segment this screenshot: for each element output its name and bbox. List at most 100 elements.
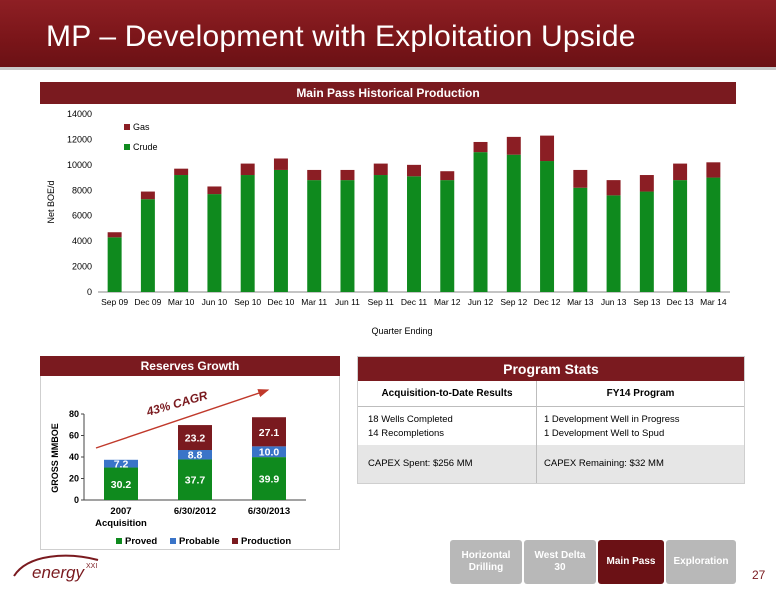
reserves-data-label: 7.2 [114, 459, 129, 471]
reserves-data-label: 30.2 [111, 479, 132, 491]
logo-superscript: XXI [86, 563, 97, 570]
y-tick-label: 6000 [72, 211, 92, 221]
bar-gas [340, 169, 355, 181]
nav-exploration-label: Exploration [673, 556, 729, 567]
y-tick-label: 14000 [67, 109, 92, 119]
y-tick-label: 12000 [67, 134, 92, 144]
reserves-bar-production [252, 417, 286, 447]
bar-crude [240, 175, 255, 292]
y-tick-label: 0 [87, 287, 92, 297]
reserves-y-tick-label: 40 [69, 452, 79, 462]
y-axis-label: Net BOE/d [46, 180, 56, 223]
legend-label-crude: Crude [133, 142, 158, 152]
x-tick-label: Dec 12 [534, 297, 561, 307]
x-tick-label: Dec 10 [267, 297, 294, 307]
bar-gas [440, 171, 455, 181]
y-tick-label: 4000 [72, 236, 92, 246]
reserves-legend-swatch-proved [116, 538, 122, 544]
dev-well-spud: 1 Development Well to Spud [544, 428, 665, 439]
x-tick-label: Mar 13 [567, 297, 594, 307]
reserves-x-tick-label: 6/30/2013 [248, 506, 290, 517]
reserves-legend-swatch-probable [170, 538, 176, 544]
wells-completed: 18 Wells Completed [368, 414, 453, 425]
x-tick-label: Sep 10 [234, 297, 261, 307]
bar-gas [573, 169, 588, 188]
nav-mainpass-label: Main Pass [606, 556, 656, 567]
reserves-y-tick-label: 80 [69, 409, 79, 419]
col-header-fy14: FY14 Program [537, 381, 744, 407]
stats-cell-wells: 18 Wells Completed 14 Recompletions [368, 413, 453, 441]
reserves-bar-proved [252, 457, 286, 500]
reserves-legend-label-probable: Probable [179, 536, 220, 547]
bar-gas [140, 191, 155, 200]
y-tick-label: 2000 [72, 262, 92, 272]
nav-westdelta-label-1: West Delta [534, 550, 586, 561]
y-tick-label: 10000 [67, 160, 92, 170]
page-number: 27 [752, 568, 766, 582]
bar-crude [340, 180, 355, 292]
bar-crude [606, 195, 621, 292]
slide-title: MP – Development with Exploitation Upsid… [46, 20, 636, 53]
x-tick-label: Sep 13 [633, 297, 660, 307]
bar-crude [540, 161, 555, 292]
x-axis-label: Quarter Ending [371, 326, 432, 336]
production-chart: Net BOE/d Quarter Ending 0 2000 4000 6000 80… [46, 109, 730, 336]
bar-gas [174, 168, 189, 176]
bar-gas [639, 175, 654, 192]
x-tick-label: Mar 14 [700, 297, 727, 307]
reserves-legend-swatch-production [232, 538, 238, 544]
bar-gas [207, 186, 222, 195]
capex-spent: CAPEX Spent: $256 MM [368, 458, 473, 469]
nav-horizontal-drilling-button[interactable]: Horizontal Drilling [450, 540, 522, 584]
bar-crude [639, 191, 654, 292]
y-tick-label: 8000 [72, 185, 92, 195]
bar-crude [307, 180, 322, 292]
nav-exploration-button[interactable]: Exploration [666, 540, 736, 584]
reserves-data-label: 39.9 [259, 474, 280, 486]
column-divider [536, 381, 537, 483]
bar-crude [207, 194, 222, 292]
bar-crude [407, 176, 421, 292]
nav-west-delta-button[interactable]: West Delta 30 [524, 540, 596, 584]
nav-main-pass-button[interactable]: Main Pass [598, 540, 664, 584]
nav-horizontal-label-2: Drilling [468, 562, 504, 573]
legend-label-gas: Gas [133, 122, 150, 132]
bar-gas [506, 136, 521, 155]
reserves-y-axis-label: GROSS MMBOE [50, 423, 60, 493]
reserves-bar-production [178, 425, 212, 451]
nav-horizontal-label-1: Horizontal [461, 550, 511, 561]
bar-gas [307, 169, 322, 181]
reserves-x-tick-label: 6/30/2012 [174, 506, 216, 517]
cagr-annotation: 43% CAGR [144, 388, 209, 419]
x-tick-label: Sep 09 [101, 297, 128, 307]
x-tick-label: Jun 12 [468, 297, 494, 307]
x-tick-label: Sep 12 [500, 297, 527, 307]
reserves-bar-proved [178, 459, 212, 500]
x-tick-label: Sep 11 [368, 297, 395, 307]
bar-crude [140, 199, 155, 292]
reserves-legend-label-production: Production [241, 536, 291, 547]
bar-crude [706, 177, 721, 292]
bar-gas [706, 162, 721, 178]
reserves-title: Reserves Growth [140, 359, 240, 373]
production-chart-title-band: Main Pass Historical Production [40, 82, 736, 104]
reserves-y-tick-label: 20 [69, 474, 79, 484]
energy-xxi-logo: energy XXI [13, 554, 99, 582]
logo-text: energy [32, 563, 85, 582]
bar-crude [473, 152, 488, 292]
col-header-acquisition: Acquisition-to-Date Results [358, 381, 536, 407]
bar-gas [407, 164, 421, 177]
reserves-title-band: Reserves Growth [40, 356, 340, 376]
reserves-data-label: 27.1 [259, 427, 280, 439]
reserves-data-label: 10.0 [259, 447, 280, 459]
bar-gas [273, 158, 288, 170]
bar-crude [373, 175, 388, 292]
reserves-legend-label-proved: Proved [125, 536, 157, 547]
x-tick-label: Jun 10 [202, 297, 228, 307]
reserves-bar-probable [252, 446, 286, 458]
reserves-bar-probable [178, 450, 212, 460]
bar-crude [673, 180, 688, 292]
bar-gas [373, 163, 388, 176]
bar-crude [506, 154, 521, 292]
bar-gas [606, 180, 621, 196]
